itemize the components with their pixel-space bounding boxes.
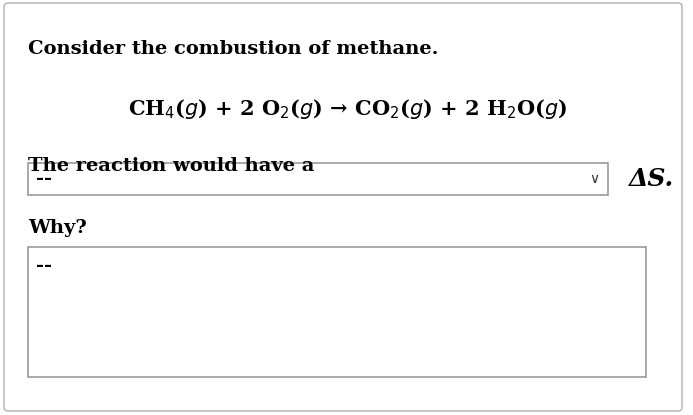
Text: The reaction would have a: The reaction would have a: [28, 157, 315, 175]
Text: Consider the combustion of methane.: Consider the combustion of methane.: [28, 40, 439, 58]
Bar: [28, 163, 608, 195]
Text: --: --: [36, 170, 52, 188]
Text: ΔS.: ΔS.: [628, 167, 674, 191]
Text: --: --: [36, 257, 52, 275]
Bar: [28, 247, 646, 377]
Text: CH$_4$($g$) + 2 O$_2$($g$) → CO$_2$($g$) + 2 H$_2$O($g$): CH$_4$($g$) + 2 O$_2$($g$) → CO$_2$($g$)…: [128, 97, 568, 121]
Text: ∨: ∨: [589, 172, 599, 186]
FancyBboxPatch shape: [4, 3, 682, 411]
Text: Why?: Why?: [28, 219, 87, 237]
